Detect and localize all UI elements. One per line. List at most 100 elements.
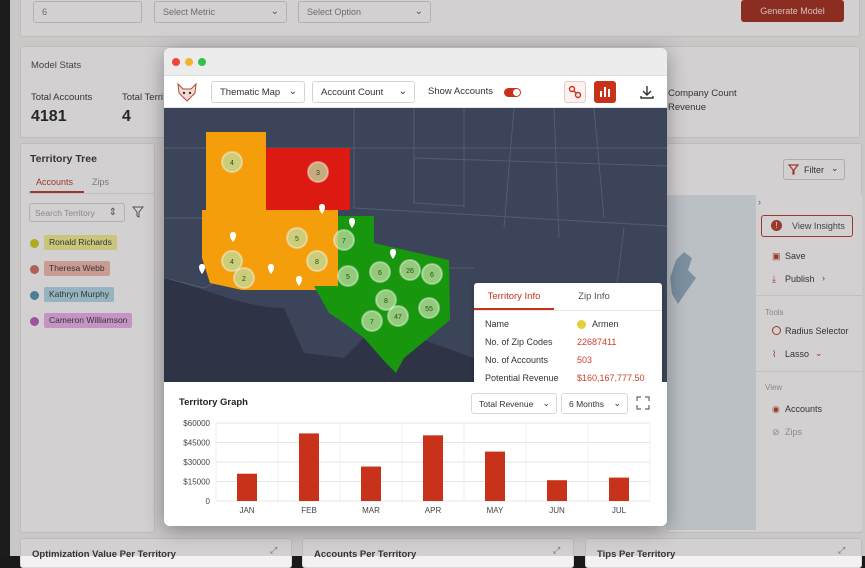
cluster-marker[interactable] bbox=[233, 267, 255, 289]
minimize-window-dot[interactable] bbox=[185, 58, 193, 66]
search-territory-input[interactable]: Search Territory ⇕ bbox=[29, 203, 125, 222]
info-row-label: No. of Zip Codes bbox=[485, 337, 553, 347]
territory-member-item[interactable]: Cameron Williamson bbox=[44, 313, 133, 328]
cluster-marker[interactable] bbox=[375, 289, 397, 311]
bar-jul[interactable] bbox=[609, 477, 629, 501]
bar-jan[interactable] bbox=[237, 473, 257, 501]
info-row-label: Potential Revenue bbox=[485, 373, 559, 382]
accounts-card-title: Accounts Per Territory bbox=[314, 549, 417, 560]
filter-icon[interactable] bbox=[132, 206, 144, 218]
collapse-chevron-icon[interactable]: › bbox=[758, 197, 761, 207]
radius-selector-button[interactable]: Radius Selector bbox=[785, 326, 849, 336]
bar-jun[interactable] bbox=[547, 480, 567, 501]
generate-model-button[interactable]: Generate Model bbox=[741, 0, 844, 22]
alert-icon: ! bbox=[771, 220, 782, 231]
modal-toolbar: Thematic Map ⌄ Account Count ⌄ Show Accoun… bbox=[164, 76, 667, 108]
territory-map[interactable]: 4 3 5 7 4 8 2 5 6 26 6 8 47 55 7 Territory Info Zip In… bbox=[164, 108, 667, 382]
account-pin-icon[interactable] bbox=[296, 276, 302, 286]
account-pin-icon[interactable] bbox=[199, 264, 205, 274]
cluster-marker[interactable] bbox=[399, 259, 421, 281]
territory-color-dot bbox=[577, 320, 586, 329]
cluster-marker[interactable] bbox=[307, 161, 329, 183]
zip-count-input[interactable]: 6 bbox=[33, 1, 142, 23]
cluster-marker[interactable] bbox=[421, 263, 443, 285]
territory-graph-panel: Territory Graph Total Revenue ⌄ 6 Months ⌄… bbox=[164, 382, 667, 526]
tips-card-title: Tips Per Territory bbox=[597, 549, 676, 560]
territory-member-item[interactable]: Ronald Richards bbox=[44, 235, 117, 250]
route-icon bbox=[568, 85, 582, 99]
chevron-down-icon: ⌄ bbox=[288, 86, 297, 97]
bar-feb[interactable] bbox=[299, 433, 319, 501]
fullscreen-icon[interactable] bbox=[636, 396, 650, 410]
metric-select[interactable]: Select Metric ⌄ bbox=[154, 1, 287, 23]
save-icon: ▣ bbox=[772, 251, 781, 261]
expand-icon[interactable]: ⤢ bbox=[270, 545, 278, 555]
tab-zips[interactable]: Zips bbox=[92, 177, 110, 187]
zips-view-button[interactable]: Zips bbox=[785, 427, 803, 437]
divider bbox=[474, 310, 662, 311]
map-metric-select[interactable]: Account Count ⌄ bbox=[312, 81, 415, 103]
accounts-view-button[interactable]: Accounts bbox=[785, 404, 823, 414]
radius-icon bbox=[772, 326, 781, 335]
territory-colorado[interactable] bbox=[266, 148, 350, 210]
chevron-down-icon: ⌄ bbox=[542, 398, 550, 408]
cluster-marker[interactable] bbox=[333, 229, 355, 251]
save-button[interactable]: Save bbox=[785, 251, 806, 261]
cluster-marker[interactable] bbox=[221, 250, 243, 272]
account-pin-icon[interactable] bbox=[230, 232, 236, 242]
bar-mar[interactable] bbox=[361, 466, 381, 501]
maximize-window-dot[interactable] bbox=[198, 58, 206, 66]
cluster-view-button[interactable] bbox=[564, 81, 586, 103]
bar-apr[interactable] bbox=[423, 435, 443, 501]
download-icon[interactable] bbox=[639, 84, 655, 100]
cluster-marker[interactable] bbox=[369, 261, 391, 283]
graph-metric-select[interactable]: Total Revenue ⌄ bbox=[471, 393, 557, 414]
territory-new-mexico[interactable] bbox=[266, 210, 338, 290]
filter-icon bbox=[788, 164, 799, 175]
map-metric-label: Account Count bbox=[321, 87, 384, 98]
publish-button[interactable]: Publish bbox=[785, 274, 815, 284]
cluster-marker[interactable] bbox=[418, 297, 440, 319]
tab-accounts[interactable]: Accounts bbox=[36, 177, 74, 187]
eye-icon: ◉ bbox=[772, 404, 780, 414]
show-accounts-toggle[interactable] bbox=[504, 88, 521, 97]
x-tick-label: FEB bbox=[301, 506, 317, 515]
close-window-dot[interactable] bbox=[172, 58, 180, 66]
account-pin-icon[interactable] bbox=[390, 249, 396, 259]
cluster-marker[interactable] bbox=[361, 310, 383, 332]
account-pin-icon[interactable] bbox=[319, 204, 325, 214]
cluster-marker[interactable] bbox=[387, 305, 409, 327]
x-tick-label: JUN bbox=[549, 506, 565, 515]
account-pin-icon[interactable] bbox=[349, 218, 355, 228]
cluster-count: 55 bbox=[425, 306, 433, 313]
cluster-count: 47 bbox=[394, 314, 402, 321]
map-type-select[interactable]: Thematic Map ⌄ bbox=[211, 81, 305, 103]
y-tick-label: $30000 bbox=[183, 458, 210, 467]
cluster-count: 6 bbox=[378, 270, 382, 277]
graph-period-select[interactable]: 6 Months ⌄ bbox=[561, 393, 628, 414]
info-row-value: Armen bbox=[592, 319, 619, 329]
option-select[interactable]: Select Option ⌄ bbox=[298, 1, 431, 23]
territory-member-item[interactable]: Theresa Webb bbox=[44, 261, 110, 276]
expand-icon[interactable]: ⤢ bbox=[838, 545, 846, 555]
bar-may[interactable] bbox=[485, 451, 505, 501]
view-insights-button[interactable] bbox=[761, 215, 853, 237]
territory-member-item[interactable]: Kathryn Murphy bbox=[44, 287, 114, 302]
modal-titlebar bbox=[164, 48, 667, 76]
cluster-marker[interactable] bbox=[221, 151, 243, 173]
expand-icon[interactable]: ⤢ bbox=[553, 545, 561, 555]
cluster-count: 6 bbox=[430, 272, 434, 279]
account-pin-icon[interactable] bbox=[268, 264, 274, 274]
territory-graph-title: Territory Graph bbox=[179, 397, 248, 408]
tab-territory-info[interactable]: Territory Info bbox=[487, 291, 541, 302]
chart-view-button[interactable] bbox=[594, 81, 616, 103]
filter-button[interactable] bbox=[783, 159, 845, 180]
map-type-label: Thematic Map bbox=[220, 87, 281, 98]
cluster-marker[interactable] bbox=[286, 227, 308, 249]
cluster-marker[interactable] bbox=[337, 265, 359, 287]
lasso-button[interactable]: Lasso bbox=[785, 349, 810, 359]
cluster-marker[interactable] bbox=[306, 250, 328, 272]
cluster-count: 7 bbox=[370, 319, 374, 326]
tab-zip-info[interactable]: Zip Info bbox=[578, 291, 610, 302]
bar-chart-icon bbox=[600, 87, 610, 97]
